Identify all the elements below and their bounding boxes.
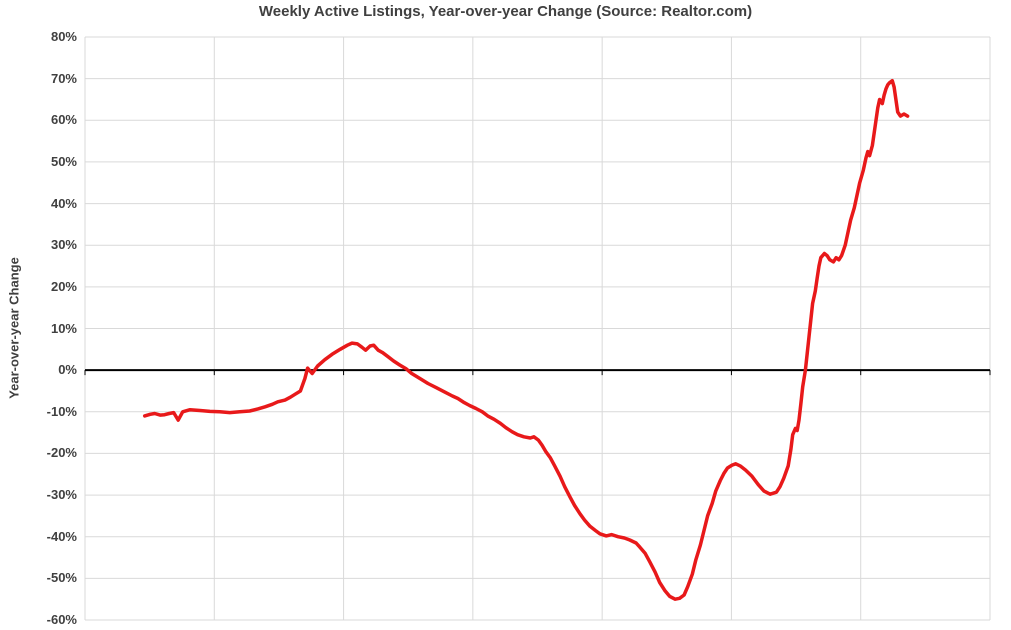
y-tick-label: 50% [50,153,77,169]
series-line [142,78,910,601]
y-tick-label: -40% [46,528,77,544]
y-tick-label: -10% [46,403,77,419]
y-tick-label: 70% [50,70,77,86]
y-tick-label: 30% [50,237,77,253]
y-tick-label: 40% [50,195,77,211]
y-tick-label: 20% [50,278,77,294]
y-tick-label: -20% [46,445,77,461]
y-tick-label: 0% [58,362,77,378]
plot-area [84,36,991,621]
y-tick-label: 60% [50,112,77,128]
y-tick-label: 80% [50,29,77,44]
chart-title: Weekly Active Listings, Year-over-year C… [258,3,753,20]
y-tick-label: -60% [46,612,77,627]
y-tick-label: -30% [46,487,77,503]
y-tick-label: 10% [50,320,77,336]
y-tick-label: -50% [46,570,77,586]
